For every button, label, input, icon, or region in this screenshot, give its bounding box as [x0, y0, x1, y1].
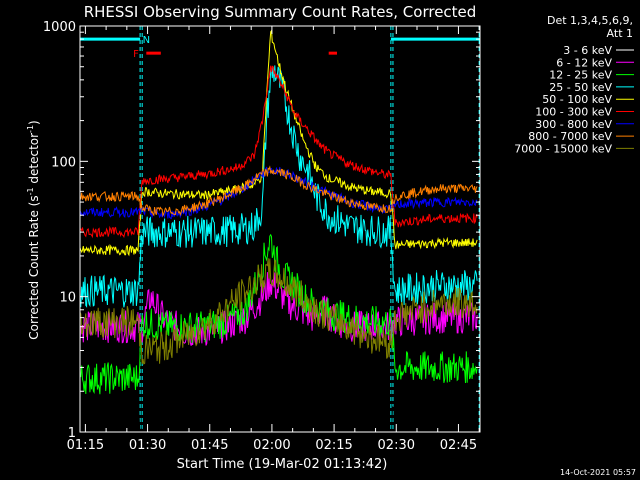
y-tick-label: 100: [51, 155, 76, 170]
legend-label: 800 - 7000 keV: [528, 130, 612, 143]
plot-frame: [79, 25, 481, 433]
series-line: [79, 65, 478, 308]
legend-label: 6 - 12 keV: [556, 56, 612, 69]
legend-label: 7000 - 15000 keV: [514, 142, 612, 155]
x-tick-label: 02:30: [378, 438, 415, 453]
series-line: [79, 166, 478, 220]
x-axis-label: Start Time (19-Mar-02 01:13:42): [177, 457, 388, 472]
x-tick-label: 01:45: [191, 438, 228, 453]
chart-title: RHESSI Observing Summary Count Rates, Co…: [84, 3, 477, 21]
flag-marker: N: [143, 35, 150, 46]
plot-area: FN: [79, 26, 480, 434]
x-axis: 01:15 01:30 01:45 02:00 02:15 02:30 02:45: [67, 26, 480, 453]
x-tick-label: 01:30: [129, 438, 166, 453]
y-axis-label: Corrected Count Rate (s-1 detector-1): [26, 120, 41, 339]
x-tick-label: 01:15: [67, 438, 104, 453]
generation-timestamp: 14-Oct-2021 05:57: [560, 468, 636, 477]
flag-marker: F: [133, 49, 139, 60]
series-line: [79, 165, 478, 218]
legend-label: 12 - 25 keV: [549, 69, 612, 82]
x-tick-label: 02:15: [315, 438, 352, 453]
legend-header: Det 1,3,4,5,6,9,: [547, 14, 633, 27]
series-line: [79, 233, 478, 395]
legend-label: 3 - 6 keV: [563, 44, 612, 57]
x-tick-label: 02:00: [253, 438, 290, 453]
y-tick-label: 1: [68, 426, 76, 441]
y-axis: 1 10 100 1000: [43, 20, 480, 441]
legend-label: 25 - 50 keV: [549, 81, 612, 94]
series-line: [79, 65, 478, 239]
y-tick-label: 10: [59, 291, 76, 306]
legend-attenuator: Att 1: [607, 27, 633, 40]
series-line: [79, 258, 478, 365]
series-line: [79, 29, 478, 257]
legend-label: 100 - 300 keV: [535, 106, 612, 119]
legend-label: 50 - 100 keV: [542, 93, 612, 106]
x-tick-label: 02:45: [440, 438, 477, 453]
y-tick-label: 1000: [43, 20, 76, 35]
legend-label: 300 - 800 keV: [535, 118, 612, 131]
